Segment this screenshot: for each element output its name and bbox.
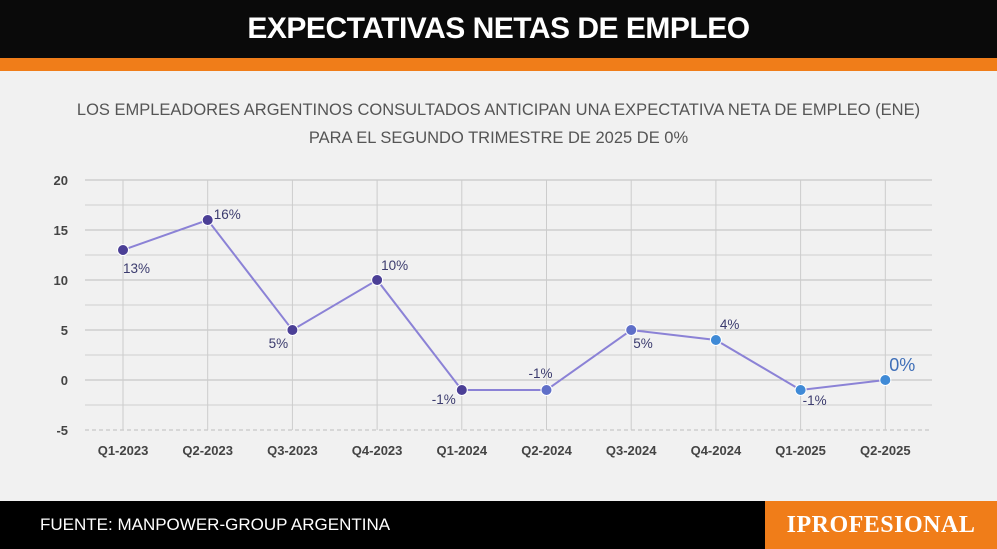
data-label: 4% bbox=[720, 317, 740, 332]
brand-logo: IPROFESIONAL bbox=[765, 501, 997, 549]
data-point bbox=[540, 384, 553, 396]
data-label: 13% bbox=[123, 261, 150, 276]
y-tick-label: 0 bbox=[61, 373, 68, 388]
data-point bbox=[286, 324, 299, 336]
page-title: EXPECTATIVAS NETAS DE EMPLEO bbox=[247, 12, 750, 45]
data-label: 5% bbox=[269, 336, 289, 351]
x-tick-label: Q1-2024 bbox=[437, 443, 488, 458]
subtitle-line-2: PARA EL SEGUNDO TRIMESTRE DE 2025 DE 0% bbox=[308, 129, 689, 147]
x-tick-label: Q1-2025 bbox=[775, 443, 826, 458]
data-label: 5% bbox=[633, 336, 653, 351]
footer: FUENTE: MANPOWER-GROUP ARGENTINA IPROFES… bbox=[0, 501, 997, 549]
accent-bar bbox=[0, 58, 997, 71]
x-tick-label: Q4-2023 bbox=[352, 443, 403, 458]
data-point bbox=[879, 374, 892, 386]
y-tick-label: -5 bbox=[56, 423, 68, 438]
data-label: -1% bbox=[803, 393, 827, 408]
y-tick-label: 15 bbox=[54, 223, 68, 238]
x-tick-label: Q3-2023 bbox=[267, 443, 318, 458]
data-label: -1% bbox=[528, 366, 552, 381]
data-point bbox=[625, 324, 638, 336]
x-tick-label: Q2-2023 bbox=[182, 443, 233, 458]
x-tick-label: Q4-2024 bbox=[691, 443, 742, 458]
y-tick-label: 20 bbox=[54, 173, 68, 188]
chart-subtitle: LOS EMPLEADORES ARGENTINOS CONSULTADOS A… bbox=[60, 96, 937, 152]
data-point bbox=[201, 214, 214, 226]
data-point bbox=[709, 334, 722, 346]
data-label: 16% bbox=[214, 207, 241, 222]
data-label: 0% bbox=[889, 355, 915, 375]
y-tick-label: 5 bbox=[61, 323, 68, 338]
x-tick-label: Q2-2025 bbox=[860, 443, 911, 458]
source-text: FUENTE: MANPOWER-GROUP ARGENTINA bbox=[40, 515, 391, 534]
y-tick-label: 10 bbox=[54, 273, 68, 288]
data-point bbox=[794, 384, 807, 396]
data-point bbox=[371, 274, 384, 286]
x-tick-label: Q2-2024 bbox=[521, 443, 572, 458]
data-point bbox=[117, 244, 129, 256]
page-header: EXPECTATIVAS NETAS DE EMPLEO bbox=[0, 0, 997, 58]
x-tick-label: Q1-2023 bbox=[98, 443, 149, 458]
data-point bbox=[455, 384, 468, 396]
x-tick-label: Q3-2024 bbox=[606, 443, 657, 458]
subtitle-line-1: LOS EMPLEADORES ARGENTINOS CONSULTADOS A… bbox=[76, 101, 921, 119]
series-line bbox=[122, 218, 886, 392]
data-label: 10% bbox=[381, 258, 408, 273]
data-label: -1% bbox=[432, 392, 456, 407]
